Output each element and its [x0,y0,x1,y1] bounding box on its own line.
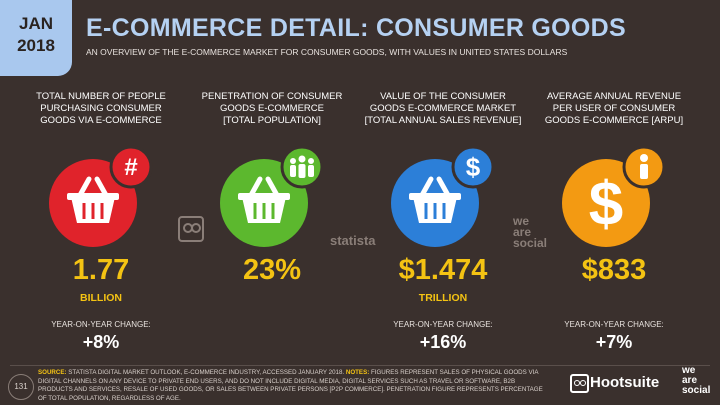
metric-heading: VALUE OF THE CONSUMER GOODS E-COMMERCE MA… [364,91,522,126]
statista-watermark: statista [330,233,376,248]
metric-unit: BILLION [80,292,122,304]
date-month: JAN [18,14,53,33]
owl-icon [570,374,589,393]
metric-heading: TOTAL NUMBER OF PEOPLE PURCHASING CONSUME… [36,91,166,126]
wearesocial-logo: we are social [682,365,711,396]
hash-icon: # [124,154,137,181]
date-year: 2018 [17,36,55,55]
hootsuite-logo: Hootsuite [590,374,660,391]
people-icon [290,155,314,178]
dollar-icon: $ [466,152,481,182]
basket-icon: # [47,145,155,253]
person-icon [640,154,648,179]
metric-heading: PENETRATION OF CONSUMER GOODS E-COMMERCE[… [201,91,343,126]
date-badge: JAN 2018 [0,0,72,76]
owl-icon [178,216,204,242]
metric-value: $1.474 [398,254,488,286]
yoy-value: +8% [82,332,120,352]
wearesocial-watermark: we are social [513,214,548,250]
page-number: 131 [8,374,34,400]
yoy-value: +16% [419,332,467,352]
page-title: E-COMMERCE DETAIL: CONSUMER GOODS [86,14,626,42]
yoy-label: YEAR-ON-YEAR CHANGE: [564,320,664,329]
metric-value: $833 [581,254,647,286]
metric-value: 1.77 [72,254,130,286]
svg-text:$: $ [589,170,623,239]
yoy-label: YEAR-ON-YEAR CHANGE: [51,320,151,329]
footer-divider [10,365,710,366]
metric-heading: AVERAGE ANNUAL REVENUE PER USER OF CONSUM… [544,91,684,126]
metric-value: 23% [242,254,302,286]
basket-icon: $ [389,145,497,253]
dollar-icon: $ [560,145,668,253]
metric-unit: TRILLION [418,292,468,304]
yoy-label: YEAR-ON-YEAR CHANGE: [393,320,493,329]
basket-icon [218,145,326,253]
footnote: SOURCE: STATISTA DIGITAL MARKET OUTLOOK,… [38,369,543,402]
yoy-value: +7% [595,332,633,352]
page-subtitle: AN OVERVIEW OF THE E-COMMERCE MARKET FOR… [86,47,568,57]
